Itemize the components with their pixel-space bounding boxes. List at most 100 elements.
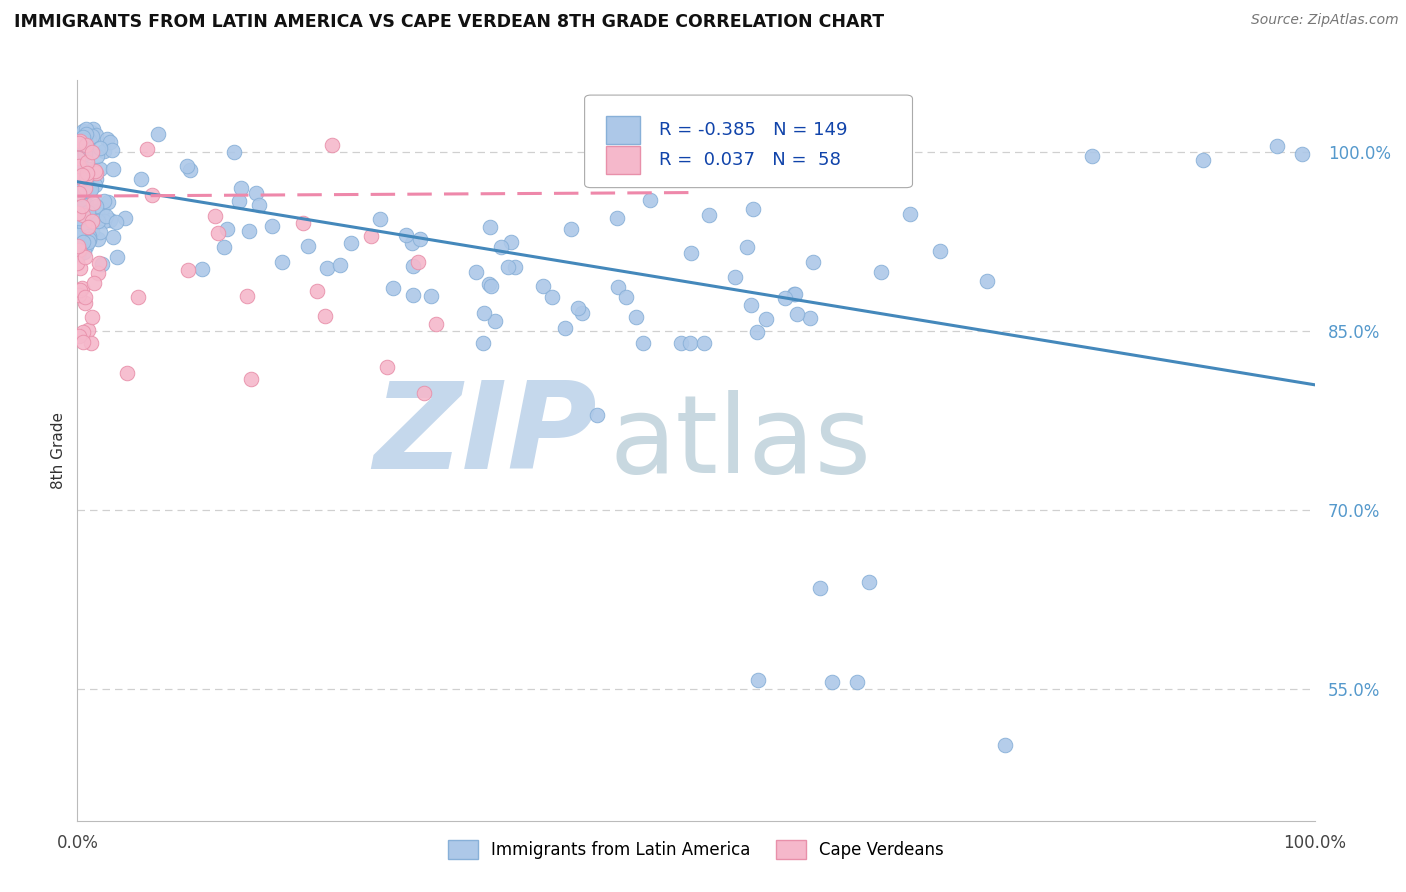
Point	[83, 277, 105, 291]
Point	[90, 202, 112, 216]
Point	[204, 210, 226, 224]
Point	[80, 310, 103, 324]
Point	[402, 260, 425, 274]
Point	[93, 214, 115, 228]
Point	[72, 335, 94, 350]
Point	[773, 291, 796, 305]
Point	[80, 224, 103, 238]
Point	[69, 132, 91, 146]
Point	[360, 229, 382, 244]
Point	[1291, 147, 1313, 161]
Point	[305, 284, 328, 298]
Point	[821, 675, 844, 690]
Point	[70, 131, 93, 145]
Point	[340, 236, 363, 251]
Point	[540, 290, 562, 304]
Text: IMMIGRANTS FROM LATIN AMERICA VS CAPE VERDEAN 8TH GRADE CORRELATION CHART: IMMIGRANTS FROM LATIN AMERICA VS CAPE VE…	[14, 13, 884, 31]
Point	[73, 224, 96, 238]
Point	[75, 171, 97, 186]
Point	[87, 266, 110, 280]
Point	[70, 149, 93, 163]
Point	[105, 250, 128, 264]
Point	[80, 335, 103, 350]
Point	[669, 335, 692, 350]
Point	[73, 219, 96, 233]
Point	[270, 255, 292, 269]
Point	[79, 211, 101, 225]
Point	[115, 366, 138, 380]
Point	[1267, 139, 1289, 153]
Point	[67, 243, 90, 257]
Point	[207, 226, 229, 240]
Point	[82, 122, 104, 136]
Point	[291, 217, 314, 231]
Point	[67, 215, 90, 229]
Point	[479, 278, 502, 293]
Point	[66, 249, 89, 263]
Point	[425, 318, 447, 332]
Point	[479, 219, 502, 234]
Point	[100, 143, 122, 157]
Point	[67, 288, 90, 302]
Point	[70, 199, 93, 213]
Point	[96, 132, 118, 146]
Point	[98, 135, 121, 149]
Point	[77, 133, 100, 147]
Point	[84, 166, 107, 180]
Point	[382, 281, 405, 295]
Point	[67, 206, 90, 220]
Point	[80, 125, 103, 139]
Point	[626, 310, 648, 325]
Text: Source: ZipAtlas.com: Source: ZipAtlas.com	[1251, 13, 1399, 28]
Point	[247, 197, 270, 211]
Point	[101, 162, 124, 177]
Point	[489, 240, 512, 254]
Point	[176, 159, 198, 173]
Point	[297, 239, 319, 253]
Point	[745, 325, 768, 339]
Text: atlas: atlas	[609, 390, 872, 496]
Point	[858, 574, 880, 589]
Point	[66, 136, 89, 150]
Point	[478, 277, 501, 291]
Point	[783, 286, 806, 301]
Point	[606, 211, 628, 225]
Text: ZIP: ZIP	[373, 377, 598, 494]
Point	[66, 175, 89, 189]
Point	[742, 202, 765, 216]
Point	[747, 673, 769, 687]
Point	[67, 136, 90, 151]
FancyBboxPatch shape	[585, 95, 912, 187]
Point	[84, 164, 107, 178]
Point	[79, 233, 101, 247]
Point	[84, 172, 107, 186]
Point	[66, 225, 89, 239]
Point	[567, 301, 589, 315]
Point	[73, 164, 96, 178]
Point	[89, 226, 111, 240]
Point	[412, 386, 434, 401]
Point	[76, 205, 98, 219]
Point	[976, 274, 998, 288]
Point	[80, 145, 103, 160]
Point	[783, 286, 806, 301]
Point	[141, 187, 163, 202]
Point	[90, 257, 112, 271]
Point	[76, 205, 98, 219]
Point	[217, 222, 239, 236]
Point	[465, 265, 488, 279]
Point	[239, 372, 262, 386]
Text: R =  0.037   N =  58: R = 0.037 N = 58	[659, 152, 841, 169]
Point	[408, 254, 430, 268]
Y-axis label: 8th Grade: 8th Grade	[51, 412, 66, 489]
Point	[375, 359, 398, 374]
Point	[77, 228, 100, 243]
Point	[262, 219, 284, 233]
Point	[870, 265, 893, 279]
Point	[401, 236, 423, 251]
Point	[395, 227, 418, 242]
Point	[801, 255, 824, 269]
Point	[212, 240, 235, 254]
Point	[135, 142, 157, 156]
Point	[681, 245, 703, 260]
